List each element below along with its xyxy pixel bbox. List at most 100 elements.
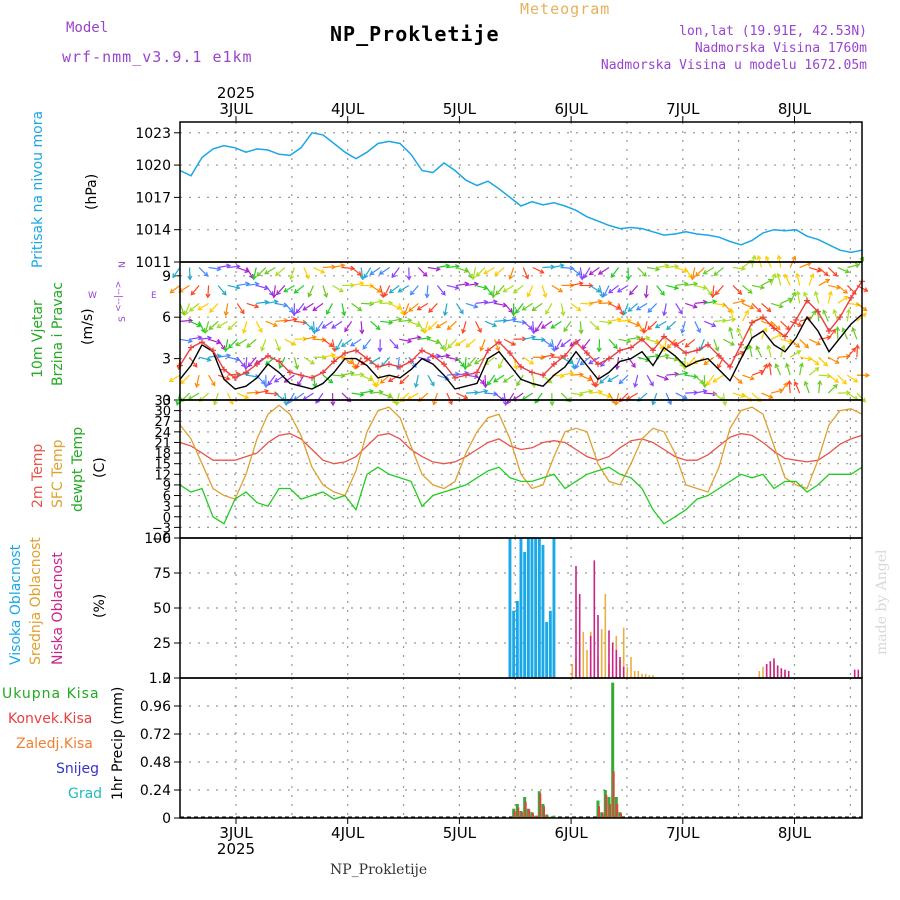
wind-arrow xyxy=(589,374,596,387)
wind-arrowhead xyxy=(635,305,641,311)
cloud-bar-high_cloud xyxy=(508,538,512,678)
wind-arrowhead xyxy=(294,364,300,370)
cloud-bar-high_cloud xyxy=(548,610,552,678)
precip-bar-conv_precip xyxy=(616,804,619,818)
cloud-bar-mid_cloud xyxy=(762,666,764,678)
wind-arrow xyxy=(456,356,465,367)
wind-arrow xyxy=(169,374,181,382)
wind-arrow xyxy=(570,373,583,376)
wind-arrowhead xyxy=(223,311,229,317)
wind-arrow xyxy=(685,338,696,348)
wind-arrow xyxy=(580,390,593,394)
y-tick-label: 6 xyxy=(162,310,171,326)
wind-arrow xyxy=(712,285,715,298)
wind-speed-line xyxy=(179,313,863,390)
precip-bar-conv_precip xyxy=(543,806,545,818)
wind-arrow xyxy=(516,374,524,386)
wind-arrowhead xyxy=(641,272,647,277)
wind-arrow xyxy=(446,392,453,405)
wind-arrow xyxy=(403,303,410,315)
precip-bar-conv_precip xyxy=(598,806,600,818)
wind-arrow xyxy=(704,300,717,304)
wind-arrowhead xyxy=(227,343,233,349)
wind-arrow xyxy=(228,320,238,330)
compass-n: N xyxy=(118,261,128,268)
wind-arrowhead xyxy=(755,345,761,351)
wind-arrow xyxy=(246,302,259,308)
precip-bar-conv_precip xyxy=(539,793,542,818)
wind-arrowhead xyxy=(843,295,849,301)
wind-arrow xyxy=(570,282,583,287)
wind-arrow xyxy=(842,327,848,340)
wind-arrow xyxy=(265,285,274,296)
wind-arrow xyxy=(818,336,831,340)
wind-arrow xyxy=(467,356,476,367)
wind-arrow xyxy=(732,392,745,398)
wind-arrow xyxy=(761,279,773,286)
wind-arrow xyxy=(808,356,820,366)
wind-arrowhead xyxy=(614,365,620,371)
wind-arrow xyxy=(522,356,534,365)
gust-marker xyxy=(496,339,502,346)
wind-arrowhead xyxy=(383,292,389,298)
wind-arrow xyxy=(326,303,334,315)
gust-marker xyxy=(386,361,392,368)
cloud-bar-mid_cloud xyxy=(637,671,640,678)
wind-arrowhead xyxy=(739,351,745,356)
cloud-bar-low_cloud xyxy=(853,669,856,678)
wind-arrowhead xyxy=(616,287,622,293)
wind-arrow xyxy=(462,321,467,334)
wind-arrowhead xyxy=(759,284,765,290)
wind-arrow xyxy=(799,262,811,269)
cloud-bar-high_cloud xyxy=(526,538,530,678)
wind-arrow xyxy=(437,264,450,269)
wind-arrow xyxy=(742,374,755,380)
wind-arrow xyxy=(315,321,324,332)
wind-arrowhead xyxy=(356,271,362,276)
wind-arrowhead xyxy=(565,397,571,403)
cloud-bar-mid_cloud xyxy=(648,675,651,678)
wind-arrow xyxy=(236,338,248,347)
y-tick-label: 0 xyxy=(162,393,171,409)
wind-arrow xyxy=(770,333,783,340)
wind-arrowhead xyxy=(516,381,521,387)
wind-arrow xyxy=(827,374,839,383)
wind-arrowhead xyxy=(406,275,412,281)
cloud-bar-low_cloud xyxy=(776,665,779,678)
gust-marker xyxy=(826,328,832,334)
wind-arrowhead xyxy=(576,270,582,276)
wind-arrow xyxy=(513,392,524,401)
wind-arrowhead xyxy=(567,359,573,364)
wind-arrowhead xyxy=(315,327,321,333)
wind-arrowhead xyxy=(263,383,269,389)
wind-arrowhead xyxy=(293,288,299,294)
cloud-bar-low_cloud xyxy=(578,594,581,678)
wind-arrow xyxy=(398,284,410,293)
wind-arrow xyxy=(713,302,726,307)
wind-arrow xyxy=(465,267,473,279)
wind-arrow xyxy=(667,338,677,349)
wind-arrow xyxy=(575,356,581,369)
wind-arrowhead xyxy=(771,272,777,279)
wind-arrowhead xyxy=(594,325,600,331)
wind-arrow xyxy=(455,303,464,314)
gust-marker xyxy=(782,333,788,340)
wind-arrowhead xyxy=(791,255,797,261)
wind-arrowhead xyxy=(225,375,231,381)
model-label: Model xyxy=(66,20,109,36)
wind-arrow xyxy=(645,285,648,298)
wind-arrowhead xyxy=(795,272,801,278)
wind-arrowhead xyxy=(803,291,808,297)
wind-arrowhead xyxy=(447,343,453,349)
wind-arrowhead xyxy=(740,393,746,399)
wind-arrowhead xyxy=(744,309,749,315)
wind-arrow xyxy=(447,320,457,330)
wind-arrowhead xyxy=(192,362,198,368)
wind-arrow xyxy=(351,302,362,311)
wind-arrow xyxy=(417,302,429,311)
wind-arrowhead xyxy=(408,307,414,312)
wind-arrow xyxy=(555,338,562,351)
wind-arrowhead xyxy=(422,271,428,277)
y-tick-label: 12 xyxy=(154,468,171,483)
gust-marker xyxy=(298,372,304,379)
